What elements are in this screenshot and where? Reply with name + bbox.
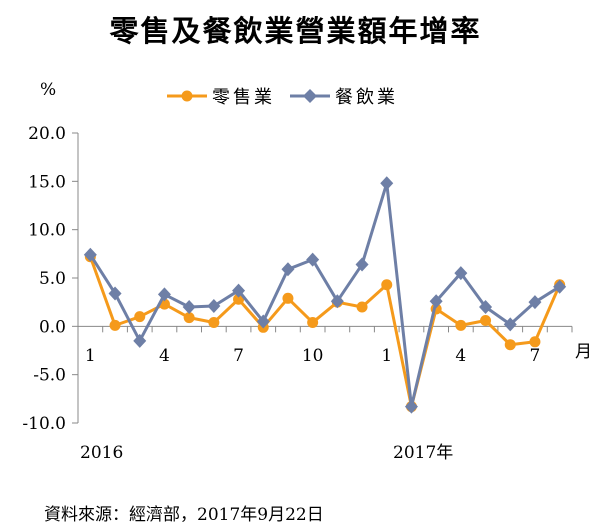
data-point-food — [182, 300, 196, 314]
legend-label: 零售業 — [212, 87, 275, 108]
data-point-retail — [455, 319, 467, 331]
legend-marker — [303, 89, 317, 103]
data-point-food — [429, 294, 443, 309]
data-point-food — [281, 262, 295, 277]
data-point-food — [306, 252, 320, 267]
y-tick-label: 0.0 — [39, 317, 66, 337]
source-note: 資料來源：經濟部，2017年9月22日 — [44, 505, 324, 525]
data-point-food — [157, 287, 171, 302]
data-point-food — [454, 266, 468, 281]
y-tick-label: -5.0 — [33, 366, 66, 386]
y-tick-label: 15.0 — [28, 172, 66, 192]
data-point-retail — [233, 293, 245, 305]
data-point-food — [330, 294, 344, 309]
series-layer — [83, 176, 567, 414]
data-point-retail — [307, 316, 319, 328]
x-tick-label: 4 — [455, 346, 466, 366]
year-label-2017: 2017年 — [393, 443, 453, 463]
data-point-retail — [208, 316, 220, 328]
y-axis-unit-label: % — [40, 80, 56, 100]
x-tick-label: 1 — [381, 346, 392, 366]
legend: 零售業 餐飲業 — [167, 87, 398, 108]
data-point-food — [108, 286, 122, 301]
legend-label: 餐飲業 — [335, 87, 398, 108]
data-point-retail — [183, 312, 195, 324]
chart-title: 零售及餐飲業營業額年增率 — [109, 14, 482, 48]
data-point-food — [479, 300, 493, 314]
data-point-food — [528, 295, 542, 310]
data-point-food — [553, 279, 567, 294]
data-point-food — [207, 299, 221, 314]
x-axis-unit-label: 月 — [575, 342, 591, 362]
x-tick-label: 4 — [159, 346, 170, 366]
data-point-retail — [381, 279, 393, 291]
x-tick-label: 7 — [530, 346, 541, 366]
data-point-food — [256, 314, 270, 329]
data-point-retail — [504, 339, 516, 351]
legend-item-food: 餐飲業 — [290, 87, 398, 108]
data-point-food — [355, 257, 369, 272]
y-tick-label: 10.0 — [28, 221, 66, 241]
data-point-food — [133, 333, 147, 348]
data-point-retail — [134, 311, 146, 323]
legend-item-retail: 零售業 — [167, 87, 275, 108]
y-axis: 20.0 15.0 10.0 5.0 0.0 -5.0 -10.0% — [22, 80, 79, 434]
data-point-retail — [109, 319, 121, 331]
data-point-food — [503, 317, 517, 332]
series-food — [83, 176, 567, 414]
x-tick-label: 1 — [85, 346, 96, 366]
y-tick-label: 20.0 — [28, 124, 66, 144]
data-point-food — [232, 283, 246, 298]
data-point-food — [404, 399, 418, 414]
data-point-retail — [529, 336, 541, 348]
x-tick-label: 7 — [233, 346, 244, 366]
year-label-2016: 2016 — [80, 443, 123, 463]
data-point-food — [380, 176, 394, 191]
x-tick-label: 10 — [302, 346, 324, 366]
y-tick-label: -10.0 — [22, 414, 66, 434]
legend-marker — [181, 90, 193, 102]
data-point-food — [83, 247, 97, 262]
data-point-retail — [282, 292, 294, 304]
data-point-retail — [356, 301, 368, 313]
y-tick-label: 5.0 — [39, 269, 66, 289]
data-point-retail — [480, 315, 492, 327]
